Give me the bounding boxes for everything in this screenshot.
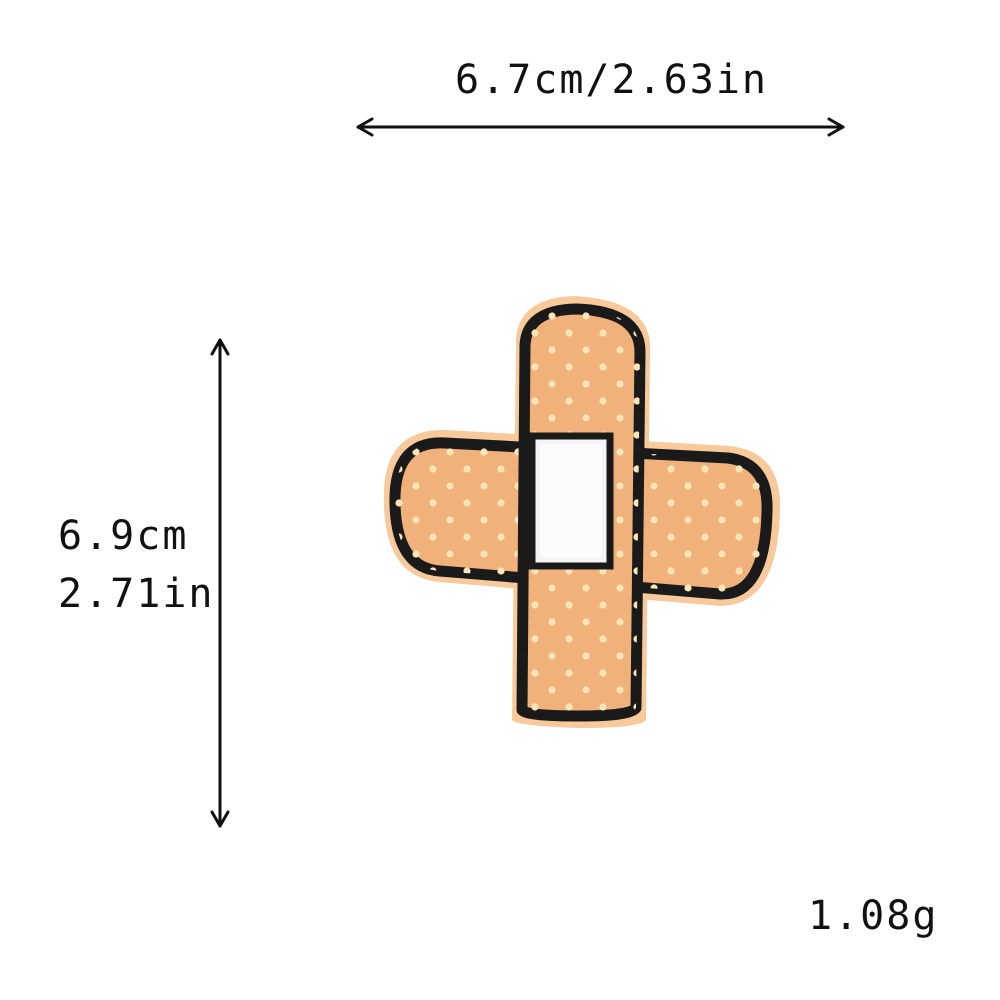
height-arrow [210, 338, 230, 828]
height-cm-label: 6.9cm [58, 513, 189, 559]
weight-label: 1.08g [808, 893, 939, 939]
width-dimension-label: 6.7cm/2.63in [455, 57, 768, 103]
width-arrow [356, 117, 845, 137]
gauze-pad [528, 432, 614, 570]
height-inch-label: 2.71in [58, 571, 215, 617]
